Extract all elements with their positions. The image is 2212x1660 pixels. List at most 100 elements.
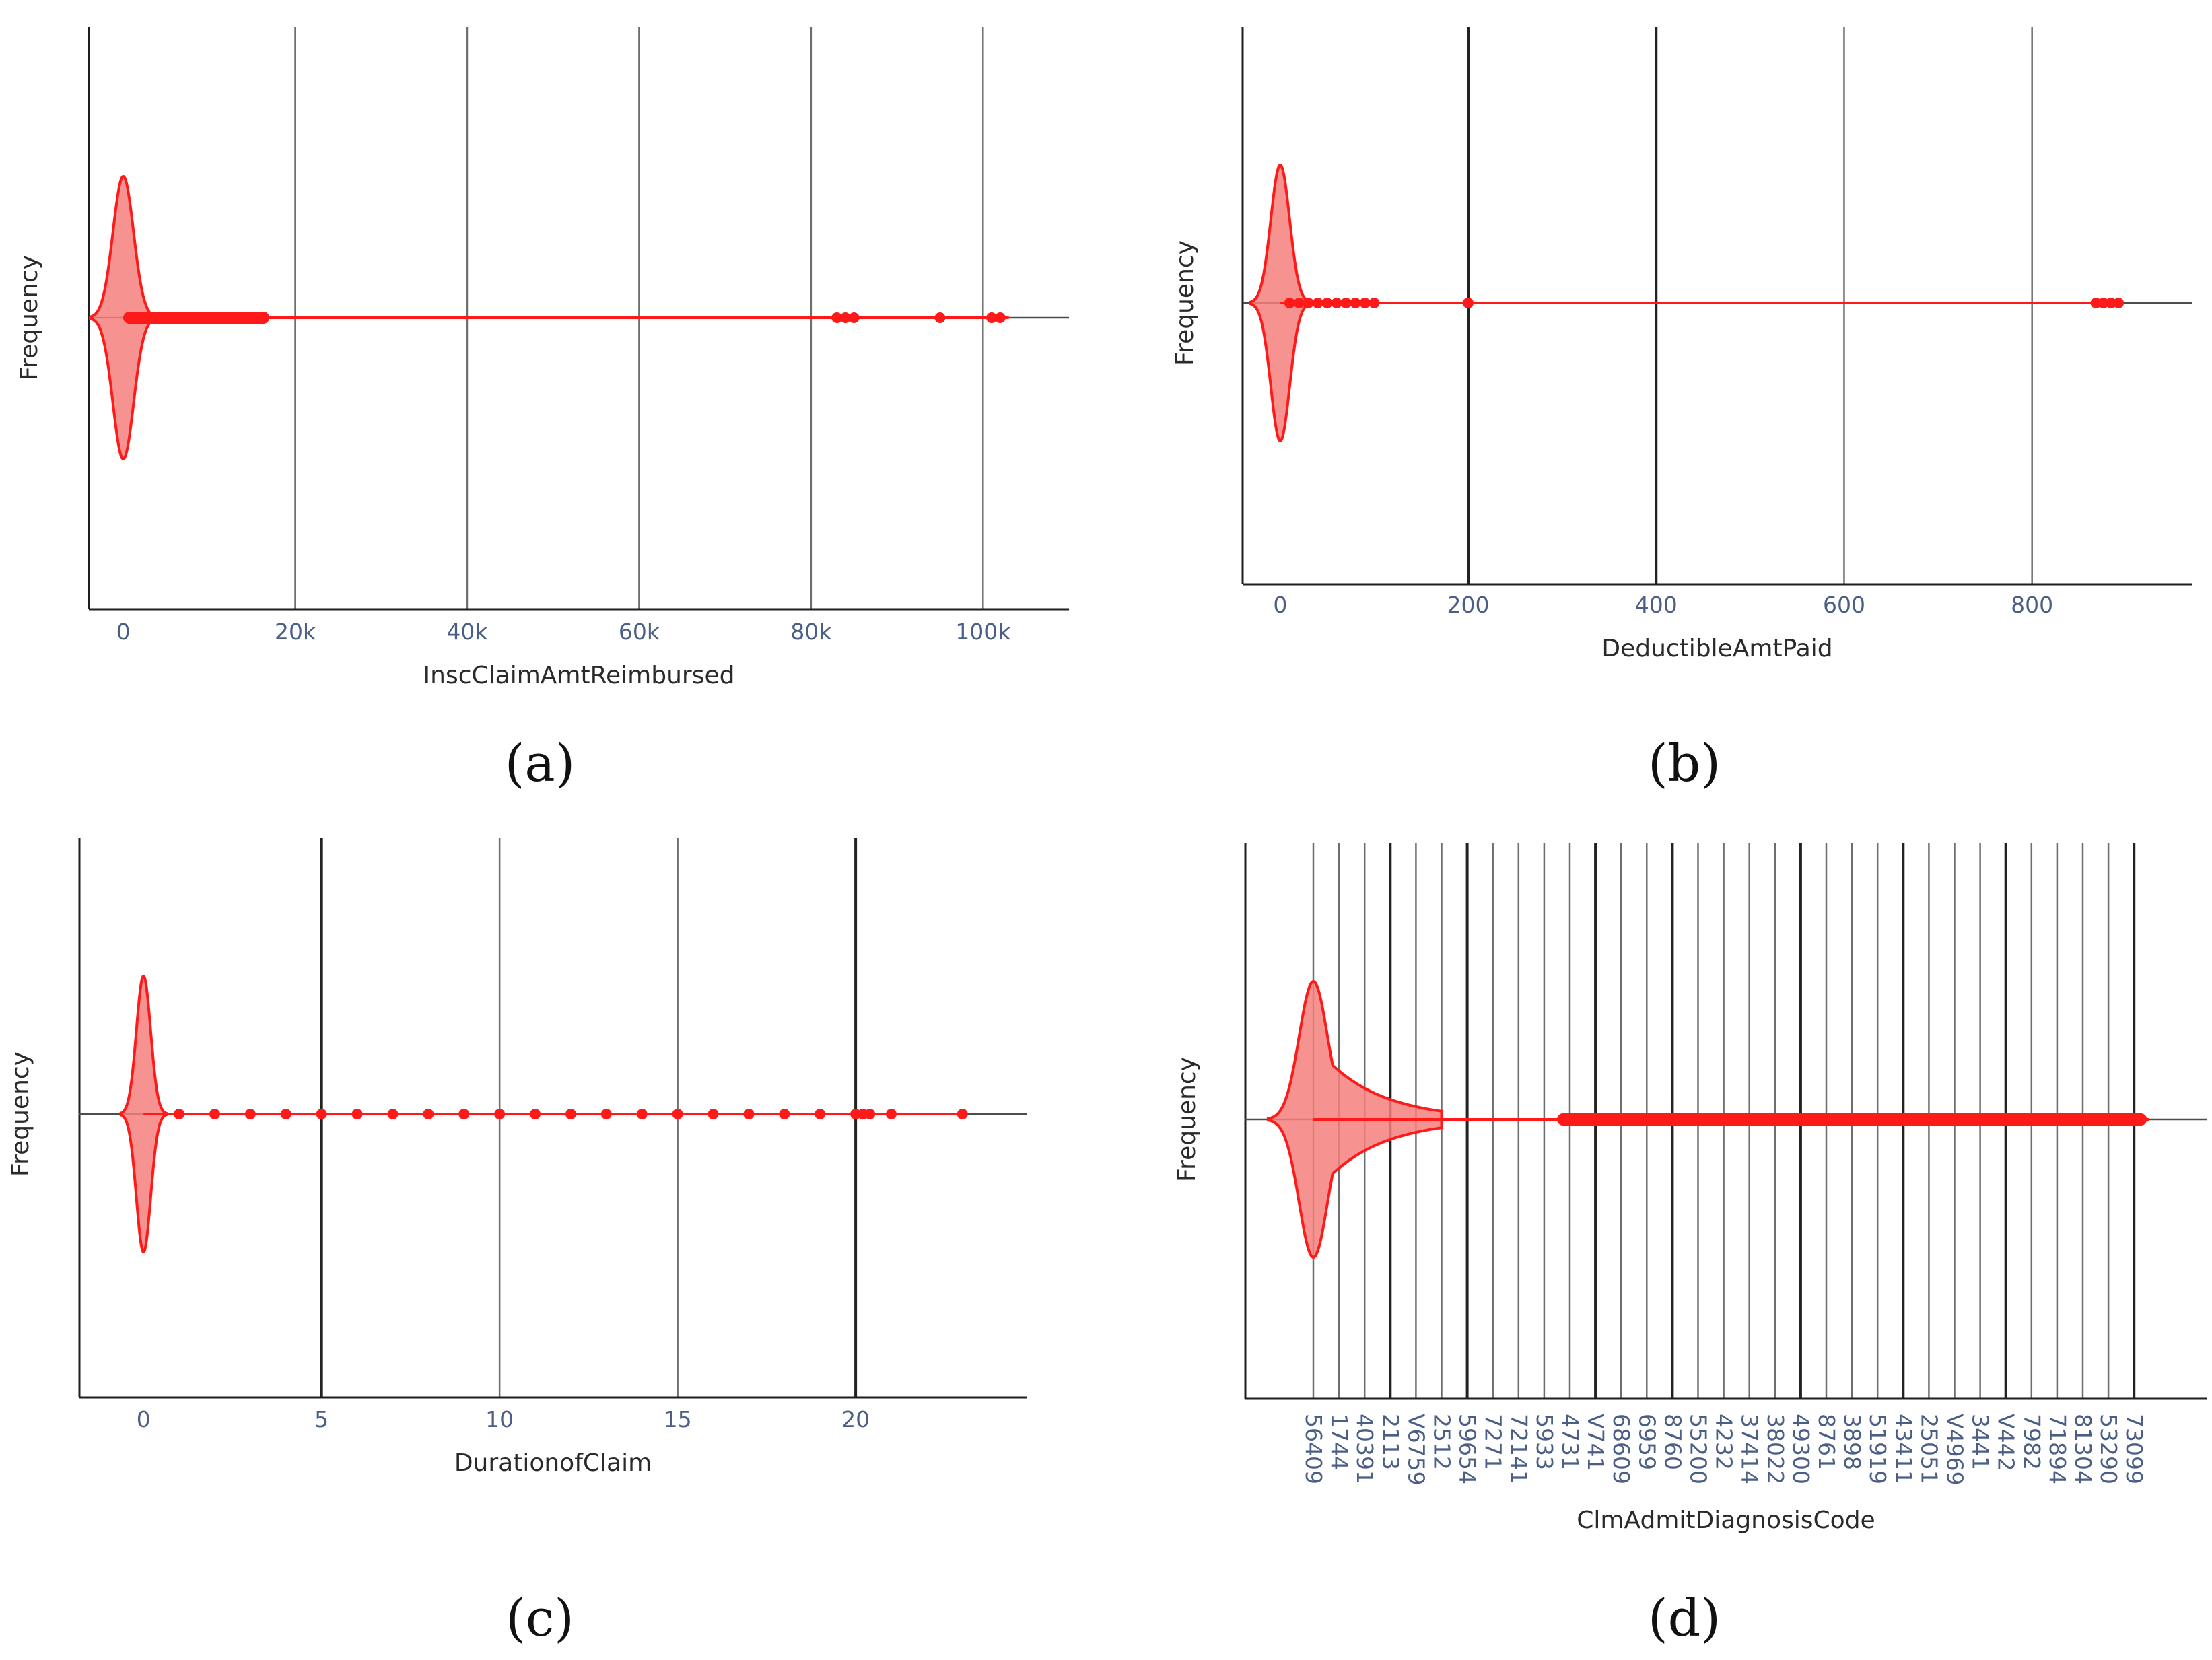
x-tick-label: 200 <box>1447 592 1490 618</box>
x-tick-label: 0 <box>137 1406 151 1432</box>
x-tick-label: 5 <box>314 1406 329 1432</box>
x-tick-label: 7982 <box>2019 1414 2045 1470</box>
x-tick-label: 6959 <box>1634 1414 1660 1470</box>
x-tick-label: 20k <box>275 619 316 645</box>
outlier-point <box>986 312 998 323</box>
x-tick-label: 0 <box>1273 592 1287 618</box>
x-tick-label: 5933 <box>1531 1414 1558 1470</box>
x-tick-label: 55200 <box>1686 1414 1712 1484</box>
x-axis-title: DeductibleAmtPaid <box>1601 635 1832 662</box>
outlier-point <box>831 312 843 323</box>
x-tick-label: 3441 <box>1968 1414 1994 1470</box>
panel-a: 0 20k 40k 60k 80k 100k InscClaimAmtReimbursed F… <box>15 27 1069 793</box>
outlier-point <box>1303 298 1314 308</box>
outlier-point <box>815 1109 826 1119</box>
x-tick-label: 60k <box>619 619 660 645</box>
panel-caption: (b) <box>1648 733 1721 793</box>
outlier-point <box>672 1109 683 1119</box>
x-axis-title: DurationofClaim <box>454 1449 652 1477</box>
gridlines <box>320 838 858 1397</box>
x-tick-label: 40k <box>446 619 488 645</box>
panel-caption: (c) <box>506 1588 574 1648</box>
x-tick-label: 4232 <box>1711 1414 1737 1470</box>
outlier-point <box>244 1109 256 1119</box>
x-tick-label: 2113 <box>1377 1414 1404 1470</box>
x-tick-label: 49300 <box>1788 1414 1814 1484</box>
x-tick-label: 73099 <box>2121 1414 2147 1484</box>
x-tick-label: 20 <box>841 1406 870 1432</box>
x-tick-label: V6759 <box>1403 1414 1429 1486</box>
outlier-point <box>839 312 851 323</box>
x-tick-label: 81304 <box>2070 1414 2096 1484</box>
outlier-point <box>994 312 1006 323</box>
outlier-point <box>530 1109 541 1119</box>
x-tick-label: 38022 <box>1762 1414 1789 1484</box>
outlier-point <box>957 1109 968 1119</box>
panel-b: 0 200 400 600 800 DeductibleAmtPaid Frequency (… <box>1171 27 2192 793</box>
outlier-point <box>1293 298 1305 308</box>
x-tick-label: 53290 <box>2096 1414 2122 1484</box>
x-tick-label: 100k <box>955 619 1011 645</box>
x-tick-label: 51919 <box>1865 1414 1891 1484</box>
outlier-point <box>1321 298 1333 308</box>
x-tick-label: 8761 <box>1813 1414 1840 1470</box>
x-tick-label: 10 <box>485 1406 514 1432</box>
panel-caption: (d) <box>1648 1588 1721 1648</box>
x-tick-label: 400 <box>1635 592 1678 618</box>
x-tick-labels: 56409 1744 40391 2113 V6759 2512 59654 7271 7214… <box>1301 1414 2147 1486</box>
gridlines <box>1467 27 2033 584</box>
y-axis-title: Frequency <box>1173 1057 1201 1182</box>
outlier-point <box>600 1109 612 1119</box>
panel-caption: (a) <box>505 733 576 793</box>
x-tick-label: 15 <box>664 1406 692 1432</box>
outlier-point <box>423 1109 434 1119</box>
x-tick-label: 2512 <box>1429 1414 1455 1470</box>
x-tick-label: 56409 <box>1301 1414 1327 1484</box>
outlier-point <box>174 1109 185 1119</box>
y-axis-title: Frequency <box>1171 240 1199 366</box>
outlier-point <box>743 1109 755 1119</box>
outlier-point <box>1331 298 1342 308</box>
outlier-point <box>2113 298 2124 308</box>
x-tick-label: 80k <box>790 619 832 645</box>
panel-c: 0 5 10 15 20 DurationofClaim Frequency (c) <box>7 838 1027 1648</box>
outlier-point <box>1359 298 1371 308</box>
outlier-point <box>1350 298 1361 308</box>
y-axis-title: Frequency <box>7 1051 34 1177</box>
x-axis-title: InscClaimAmtReimbursed <box>423 662 735 689</box>
outlier-point <box>1340 298 1352 308</box>
outlier-point <box>848 312 860 323</box>
outlier-point <box>934 312 946 323</box>
outlier-point <box>565 1109 576 1119</box>
x-tick-label: V741 <box>1583 1414 1609 1472</box>
x-tick-label: 68609 <box>1608 1414 1634 1484</box>
outlier-point <box>1463 298 1474 308</box>
x-tick-label: 7271 <box>1480 1414 1507 1470</box>
outlier-point <box>2105 298 2116 308</box>
x-tick-labels: 0 200 400 600 800 <box>1273 592 2053 618</box>
x-tick-label: 43411 <box>1890 1414 1916 1484</box>
x-axis-title: ClmAdmitDiagnosisCode <box>1577 1507 1875 1534</box>
x-tick-labels: 0 5 10 15 20 <box>137 1406 870 1432</box>
outlier-point <box>209 1109 220 1119</box>
x-tick-label: 4731 <box>1557 1414 1583 1470</box>
x-tick-label: V4969 <box>1942 1414 1968 1486</box>
outlier-point <box>636 1109 648 1119</box>
outlier-point <box>387 1109 399 1119</box>
outlier-point <box>707 1109 719 1119</box>
outlier-point <box>1369 298 1380 308</box>
outlier-point <box>494 1109 506 1119</box>
dense-points <box>1556 1113 2147 1126</box>
outlier-point <box>1312 298 1323 308</box>
x-tick-label: 37414 <box>1737 1414 1763 1484</box>
outlier-point <box>886 1109 897 1119</box>
x-tick-label: 0 <box>116 619 131 645</box>
dense-points <box>123 312 270 324</box>
x-tick-label: 40391 <box>1352 1414 1378 1484</box>
panel-d: 56409 1744 40391 2113 V6759 2512 59654 7271 7214… <box>1173 843 2207 1648</box>
x-tick-label: 1744 <box>1326 1414 1352 1470</box>
x-tick-label: 800 <box>2011 592 2053 618</box>
x-tick-labels: 0 20k 40k 60k 80k 100k <box>116 619 1012 645</box>
x-tick-label: 25051 <box>1916 1414 1942 1484</box>
